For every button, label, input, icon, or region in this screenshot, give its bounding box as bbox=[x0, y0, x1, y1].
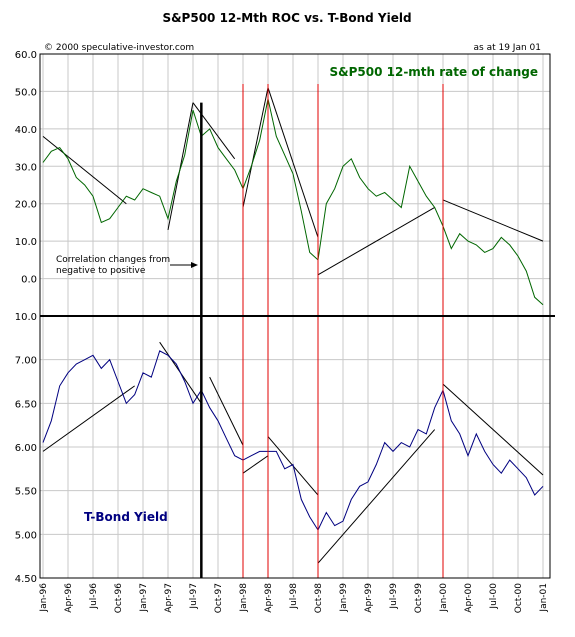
x-tick-label: Oct-97 bbox=[214, 583, 224, 613]
x-tick-label: Jan-99 bbox=[339, 583, 349, 613]
tbond-series-label: T-Bond Yield bbox=[84, 510, 168, 524]
series-lines bbox=[42, 98, 544, 532]
bottom-y-tick-label: 4.50 bbox=[15, 574, 37, 585]
bottom-trend-line bbox=[242, 455, 269, 474]
x-tick-label: Apr-98 bbox=[264, 583, 274, 613]
sp500-series-label: S&P500 12-mth rate of change bbox=[329, 65, 538, 79]
x-tick-label: Jul-00 bbox=[489, 583, 499, 610]
top-trend-line bbox=[267, 87, 319, 238]
top-y-tick-label: 50.0 bbox=[15, 87, 37, 98]
x-tick-label: Oct-99 bbox=[414, 583, 424, 614]
top-y-tick-label: 40.0 bbox=[15, 125, 37, 136]
top-y-tick-label: 60.0 bbox=[15, 50, 37, 61]
bottom-trend-line bbox=[209, 376, 244, 446]
bottom-trend-line bbox=[442, 383, 544, 476]
trend-lines bbox=[42, 87, 544, 564]
bottom-trend-line bbox=[317, 429, 436, 564]
as-at-label: as at 19 Jan 01 bbox=[474, 43, 541, 53]
top-y-tick-label: 10.0 bbox=[15, 312, 37, 323]
x-tick-label: Jan-96 bbox=[39, 583, 49, 613]
annotation-arrowhead bbox=[191, 262, 198, 268]
top-y-tick-label: 20.0 bbox=[15, 200, 37, 211]
x-tick-label: Jan-00 bbox=[439, 583, 449, 613]
bottom-y-tick-label: 6.00 bbox=[15, 443, 37, 454]
top-trend-line bbox=[167, 102, 194, 231]
vertical-markers bbox=[200, 84, 444, 578]
x-tick-labels: Jan-96 Apr-96 Jul-96 Oct-96 Jan-97 Apr-97 Jul-… bbox=[39, 583, 549, 614]
bottom-y-tick-label: 5.50 bbox=[15, 487, 37, 498]
x-tick-label: Jul-98 bbox=[289, 583, 299, 610]
x-tick-label: Jul-99 bbox=[389, 583, 399, 610]
x-tick-label: Oct-96 bbox=[114, 583, 124, 614]
annotation-line-2: negative to positive bbox=[56, 266, 146, 276]
copyright-label: © 2000 speculative-investor.com bbox=[44, 43, 194, 53]
x-tick-label: Jan-01 bbox=[539, 583, 549, 613]
x-tick-label: Jan-98 bbox=[239, 583, 249, 613]
bottom-y-tick-label: 5.00 bbox=[15, 530, 37, 541]
top-trend-line bbox=[192, 102, 236, 160]
top-trend-line bbox=[317, 207, 435, 276]
top-y-tick-label: 0.0 bbox=[21, 275, 37, 286]
bottom-trend-line bbox=[42, 385, 135, 452]
top-trend-line bbox=[242, 87, 269, 208]
x-tick-label: Oct-00 bbox=[514, 583, 524, 614]
x-tick-label: Jul-96 bbox=[89, 583, 99, 610]
chart-title: S&P500 12-Mth ROC vs. T-Bond Yield bbox=[162, 11, 411, 25]
top-trend-line bbox=[442, 199, 544, 242]
bottom-y-tick-label: 6.50 bbox=[15, 399, 37, 410]
top-y-tick-label: 30.0 bbox=[15, 162, 37, 173]
x-tick-label: Apr-96 bbox=[64, 583, 74, 613]
top-y-tick-label: 10.0 bbox=[15, 237, 37, 248]
bottom-y-tick-label: 7.00 bbox=[15, 356, 37, 367]
tbond-yield-line bbox=[42, 350, 544, 532]
sp500-roc-line bbox=[42, 98, 544, 306]
x-tick-label: Oct-98 bbox=[314, 583, 324, 614]
annotation-line-1: Correlation changes from bbox=[56, 255, 170, 265]
x-tick-label: Jul-97 bbox=[189, 583, 199, 610]
y-tick-labels: 60.0 50.0 40.0 30.0 20.0 10.0 0.0 10.0 7.00 6.50 6… bbox=[15, 50, 37, 585]
x-tick-label: Apr-99 bbox=[364, 583, 374, 613]
x-tick-label: Apr-97 bbox=[164, 583, 174, 613]
x-tick-label: Apr-00 bbox=[464, 583, 474, 613]
top-trend-line bbox=[42, 135, 127, 205]
x-tick-label: Jan-97 bbox=[139, 583, 149, 613]
